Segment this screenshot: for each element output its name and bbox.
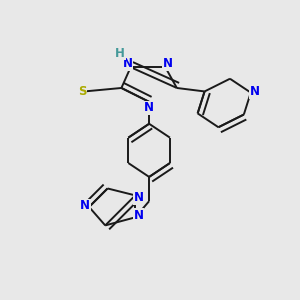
Text: N: N	[144, 101, 154, 114]
Text: N: N	[123, 57, 133, 70]
Text: N: N	[134, 191, 144, 204]
Text: N: N	[250, 85, 260, 98]
Text: S: S	[78, 85, 86, 98]
Text: H: H	[115, 47, 125, 60]
Text: N: N	[80, 199, 90, 212]
Text: N: N	[134, 209, 144, 222]
Text: N: N	[163, 57, 173, 70]
